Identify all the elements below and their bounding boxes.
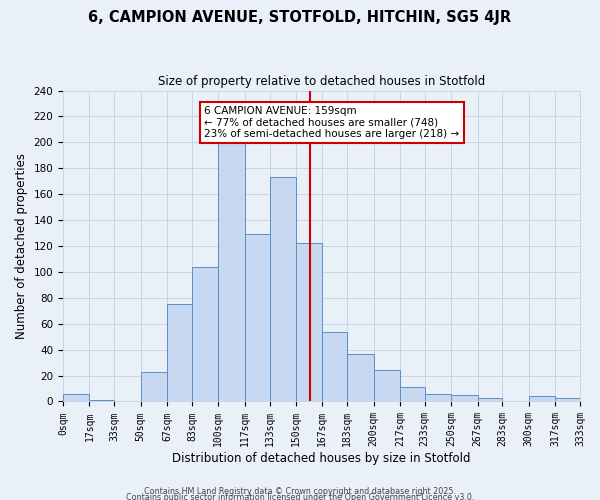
Bar (245, 234, 269, 402)
Title: Size of property relative to detached houses in Stotfold: Size of property relative to detached ho… (158, 75, 485, 88)
Bar (478, 398, 502, 402)
Text: Contains public sector information licensed under the Open Government Licence v3: Contains public sector information licen… (126, 492, 474, 500)
Bar (555, 398, 580, 402)
Bar (269, 178, 296, 402)
Text: 6 CAMPION AVENUE: 159sqm
← 77% of detached houses are smaller (748)
23% of semi-: 6 CAMPION AVENUE: 159sqm ← 77% of detach… (205, 106, 460, 140)
Bar (400, 387, 425, 402)
Bar (89, 400, 114, 402)
Bar (451, 395, 478, 402)
Bar (374, 370, 400, 402)
Text: 6, CAMPION AVENUE, STOTFOLD, HITCHIN, SG5 4JR: 6, CAMPION AVENUE, STOTFOLD, HITCHIN, SG… (88, 10, 512, 25)
Bar (296, 244, 322, 402)
Bar (192, 266, 218, 402)
Bar (140, 372, 167, 402)
Y-axis label: Number of detached properties: Number of detached properties (15, 153, 28, 339)
Bar (63, 394, 89, 402)
Bar (167, 304, 192, 402)
Text: Contains HM Land Registry data © Crown copyright and database right 2025.: Contains HM Land Registry data © Crown c… (144, 486, 456, 496)
Bar (218, 142, 245, 402)
Bar (425, 394, 451, 402)
Bar (529, 396, 555, 402)
Bar (322, 332, 347, 402)
X-axis label: Distribution of detached houses by size in Stotfold: Distribution of detached houses by size … (172, 452, 471, 465)
Bar (347, 354, 374, 402)
